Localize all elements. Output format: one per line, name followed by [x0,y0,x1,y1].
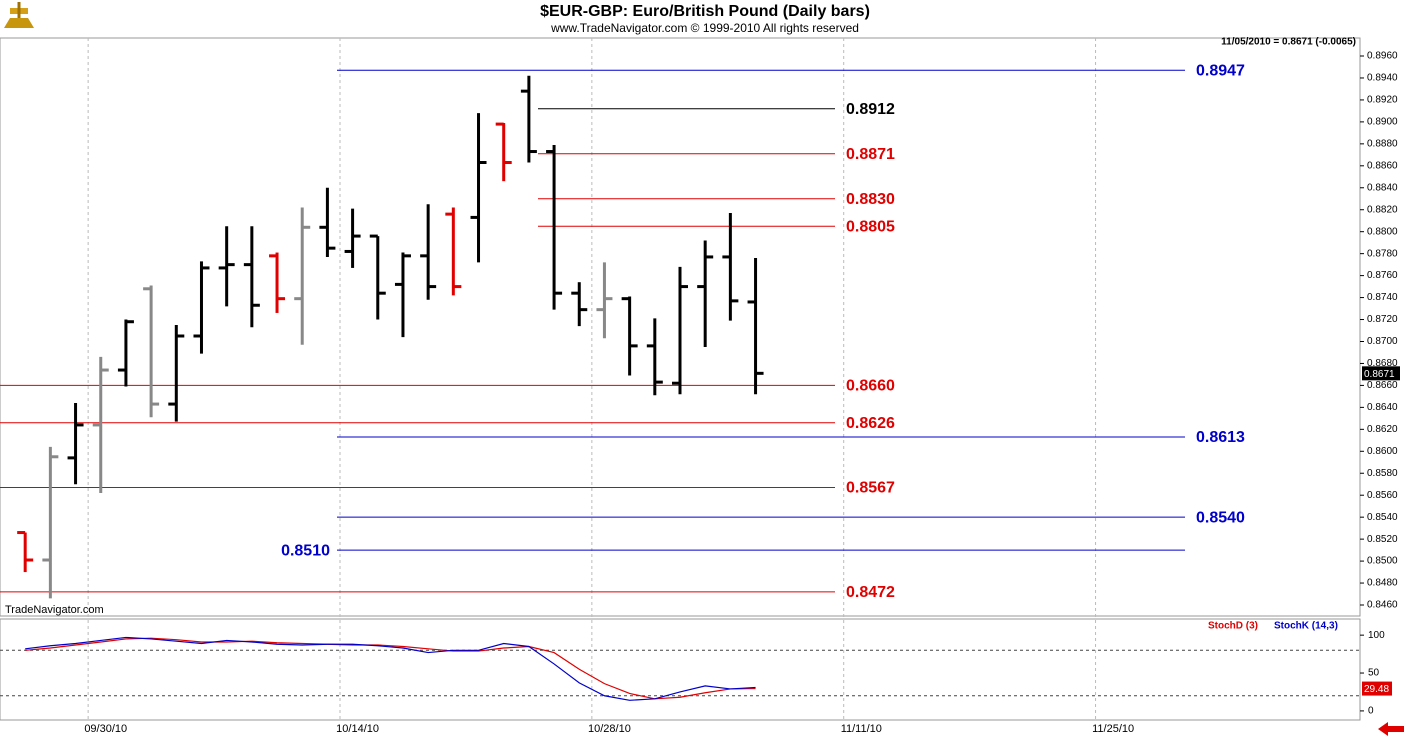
y-tick-label: 0.8540 [1367,512,1398,523]
y-tick-label: 0.8780 [1367,248,1398,259]
level-label: 0.8510 [281,542,330,559]
legend-entry: StochK (14,3) [1274,621,1338,632]
stoch-y-tick-label: 100 [1368,630,1385,641]
level-label: 0.8805 [846,218,895,235]
stoch-line [25,636,756,701]
chart-title: $EUR-GBP: Euro/British Pound (Daily bars… [540,3,870,20]
level-label: 0.8912 [846,101,895,118]
stoch-y-tick-label: 50 [1368,668,1380,679]
level-label: 0.8626 [846,415,895,432]
level-label: 0.8472 [846,584,895,601]
y-tick-label: 0.8880 [1367,138,1398,149]
y-tick-label: 0.8760 [1367,270,1398,281]
y-tick-label: 0.8740 [1367,292,1398,303]
last-stoch-box [1362,681,1392,696]
y-tick-label: 0.8580 [1367,468,1398,479]
watermark: TradeNavigator.com [5,604,104,616]
x-tick-label: 09/30/10 [84,723,127,735]
level-label: 0.8540 [1196,509,1245,526]
x-tick-label: 11/25/10 [1092,723,1134,735]
y-tick-label: 0.8900 [1367,117,1398,128]
last-stoch-label: 29.48 [1364,684,1389,695]
stoch-frame [0,618,1361,721]
y-tick-label: 0.8860 [1367,160,1398,171]
scroll-arrow[interactable] [1378,722,1404,736]
last-price-box [1362,366,1400,381]
y-tick-label: 0.8700 [1367,336,1398,347]
y-tick-label: 0.8600 [1367,446,1398,457]
x-tick-label: 10/28/10 [588,723,631,735]
chart-subtitle: www.TradeNavigator.com © 1999-2010 All r… [550,21,859,35]
level-label: 0.8947 [1196,63,1245,80]
y-tick-label: 0.8680 [1367,358,1398,369]
y-tick-label: 0.8920 [1367,95,1398,106]
y-tick-label: 0.8960 [1367,51,1398,62]
y-tick-label: 0.8720 [1367,314,1398,325]
y-tick-label: 0.8800 [1367,226,1398,237]
y-tick-label: 0.8940 [1367,73,1398,84]
level-label: 0.8567 [846,480,895,497]
y-tick-label: 0.8820 [1367,204,1398,215]
status: 11/05/2010 = 0.8671 (-0.0065) [1221,37,1356,48]
y-tick-label: 0.8620 [1367,424,1398,435]
x-tick-label: 10/14/10 [336,723,379,735]
level-label: 0.8660 [846,378,895,395]
y-tick-label: 0.8460 [1367,600,1398,611]
level-label: 0.8830 [846,191,895,208]
y-tick-label: 0.8560 [1367,490,1398,501]
level-label: 0.8871 [846,146,895,163]
y-tick-label: 0.8500 [1367,556,1398,567]
last-price-label: 0.8671 [1364,369,1395,380]
logo [4,2,34,28]
price-frame [0,37,1361,617]
y-tick-label: 0.8660 [1367,380,1398,391]
y-tick-label: 0.8520 [1367,534,1398,545]
level-label: 0.8613 [1196,429,1245,446]
y-tick-label: 0.8480 [1367,578,1398,589]
y-tick-label: 0.8640 [1367,402,1398,413]
y-tick-label: 0.8840 [1367,182,1398,193]
stoch-y-tick-label: 0 [1368,706,1374,717]
legend-entry: StochD (3) [1208,621,1258,632]
x-tick-label: 11/11/10 [841,723,882,735]
